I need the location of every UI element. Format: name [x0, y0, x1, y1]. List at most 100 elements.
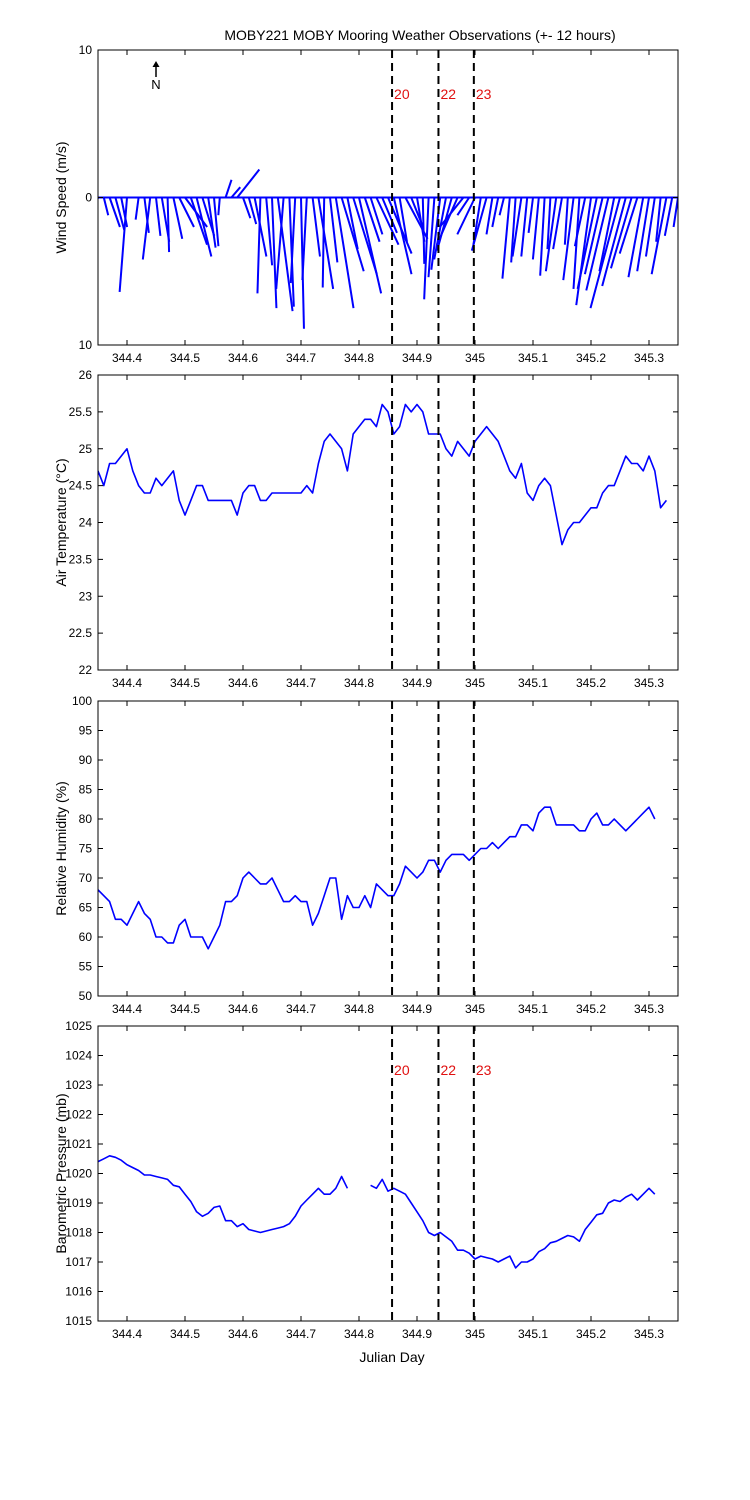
- wind-vector: [576, 197, 598, 290]
- y-tick-label: 25: [79, 442, 93, 456]
- wind-vector: [511, 197, 523, 257]
- wind-vector: [527, 197, 534, 234]
- y-tick-label: 26: [79, 368, 93, 382]
- marker-label: 20: [394, 86, 410, 102]
- x-tick-label: 344.5: [170, 1327, 200, 1341]
- x-tick-label: 344.4: [112, 1002, 142, 1016]
- y-tick-label: 24: [79, 516, 93, 530]
- wind-vector: [562, 197, 575, 281]
- wind-vector: [456, 196, 471, 216]
- y-tick-label: 50: [79, 989, 93, 1003]
- wind-vector: [456, 197, 476, 235]
- wind-vector: [143, 197, 150, 234]
- wind-vector: [166, 197, 171, 253]
- north-arrowhead-icon: [152, 61, 160, 67]
- x-tick-label: 345.3: [634, 351, 664, 365]
- wind-vector: [423, 197, 430, 300]
- wind-vector: [663, 197, 674, 237]
- wind-vector: [120, 197, 129, 228]
- wind-vector: [485, 197, 494, 235]
- wind-vector: [544, 197, 558, 272]
- x-tick-label: 345.1: [518, 351, 548, 365]
- north-indicator: N: [151, 61, 161, 92]
- wind-vector: [256, 197, 262, 294]
- wind-vector: [501, 197, 511, 279]
- x-tick-label: 344.6: [228, 676, 258, 690]
- wind-speed-panel: 20 22 23 344.4 344.5 344.6 344.7 344.8 344.9 345 3…: [53, 43, 679, 365]
- wind-vector: [433, 197, 447, 260]
- y-axis-label: Wind Speed (m/s): [53, 141, 69, 253]
- x-tick-label: 345: [465, 1002, 485, 1016]
- data-series-line: [370, 1178, 656, 1269]
- wind-vector: [573, 197, 587, 247]
- x-tick-label: 344.5: [170, 351, 200, 365]
- air-temperature-panel: 344.4 344.5 344.6 344.7 344.8 344.9 345 345.1 34…: [53, 368, 679, 690]
- marker-label: 23: [476, 86, 492, 102]
- wind-vector: [317, 197, 335, 290]
- y-tick-label: 1023: [65, 1078, 92, 1092]
- y-tick-label: 1015: [65, 1314, 92, 1328]
- y-tick-label: 55: [79, 960, 93, 974]
- y-tick-label: 10: [79, 338, 93, 352]
- wind-vector: [242, 197, 252, 219]
- wind-vector: [114, 197, 126, 231]
- x-tick-label: 344.6: [228, 351, 258, 365]
- x-axis-label: Julian Day: [359, 1349, 424, 1365]
- x-tick-label: 345.1: [518, 1327, 548, 1341]
- data-series-line: [98, 1155, 349, 1234]
- y-tick-label: 22: [79, 663, 93, 677]
- wind-vector: [213, 197, 220, 247]
- x-tick-label: 344.8: [344, 351, 374, 365]
- y-tick-label: 60: [79, 930, 93, 944]
- wind-vector: [672, 197, 678, 228]
- x-tick-label: 344.9: [402, 1327, 432, 1341]
- wind-vector: [207, 197, 217, 248]
- wind-vector: [276, 197, 294, 312]
- wind-vector: [195, 197, 213, 257]
- wind-vector: [436, 197, 453, 251]
- barometric-pressure-panel: 20 22 23 344.4 344.5 344.6 344.7 344.8 344.9 345 3…: [53, 1019, 679, 1341]
- wind-vector: [644, 197, 656, 257]
- marker-label: 23: [476, 1062, 492, 1078]
- wind-vector: [563, 197, 569, 245]
- x-tick-label: 344.5: [170, 676, 200, 690]
- y-tick-label: 1022: [65, 1108, 92, 1122]
- x-tick-label: 344.8: [344, 1002, 374, 1016]
- marker-label: 22: [440, 86, 456, 102]
- wind-vector: [247, 197, 258, 225]
- y-tick-label: 23.5: [69, 552, 93, 566]
- x-tick-label: 344.9: [402, 676, 432, 690]
- wind-vector: [340, 197, 365, 272]
- y-tick-label: 1025: [65, 1019, 92, 1033]
- y-tick-label: 1017: [65, 1255, 92, 1269]
- wind-vector: [346, 197, 359, 250]
- wind-vector: [118, 197, 128, 292]
- wind-vector: [539, 197, 546, 276]
- x-tick-label: 345: [465, 351, 485, 365]
- y-axis-label: Barometric Pressure (mb): [53, 1093, 69, 1253]
- wind-vector: [583, 197, 604, 275]
- x-tick-label: 345.3: [634, 1002, 664, 1016]
- air-temperature-plot-area: [98, 403, 668, 546]
- relative-humidity-frame: [97, 700, 679, 997]
- x-tick-label: 345.3: [634, 1327, 664, 1341]
- wind-vector: [398, 197, 408, 242]
- wind-vector: [439, 196, 465, 228]
- relative-humidity-plot-area: [98, 806, 656, 950]
- x-tick-label: 345.1: [518, 676, 548, 690]
- x-tick-label: 345.2: [576, 676, 606, 690]
- wind-vector: [108, 197, 121, 228]
- figure-title: MOBY221 MOBY Mooring Weather Observation…: [224, 27, 615, 43]
- x-tick-label: 344.7: [286, 351, 316, 365]
- wind-vector: [436, 197, 459, 246]
- x-tick-label: 345.2: [576, 1002, 606, 1016]
- y-tick-label: 90: [79, 753, 93, 767]
- x-tick-label: 344.7: [286, 676, 316, 690]
- wind-vector: [381, 197, 398, 234]
- air-temperature-frame: [97, 374, 679, 671]
- wind-vector: [618, 197, 639, 254]
- wind-vector: [334, 197, 355, 309]
- wind-vector: [301, 197, 308, 281]
- wind-vector: [601, 197, 627, 287]
